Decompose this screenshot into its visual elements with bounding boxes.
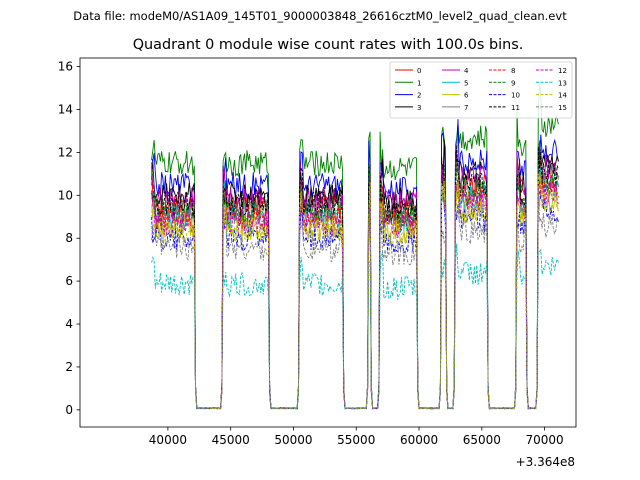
y-tick-label: 16 (58, 60, 73, 74)
x-tick-label: 50000 (274, 433, 312, 447)
y-tick-label: 4 (65, 317, 73, 331)
legend-label-5: 5 (464, 79, 468, 87)
legend-label-1: 1 (417, 79, 421, 87)
series-line-15 (151, 188, 559, 410)
legend-label-9: 9 (511, 79, 515, 87)
legend-label-2: 2 (417, 92, 421, 100)
y-tick-label: 0 (65, 403, 73, 417)
series-line-14 (151, 173, 559, 410)
legend-label-12: 12 (558, 67, 567, 75)
series-line-11 (151, 144, 559, 410)
legend-label-0: 0 (417, 67, 421, 75)
legend-label-15: 15 (558, 104, 567, 112)
legend-label-7: 7 (464, 104, 468, 112)
y-tick-label: 8 (65, 231, 73, 245)
legend-label-10: 10 (511, 92, 520, 100)
y-tick-label: 6 (65, 274, 73, 288)
x-tick-label: 45000 (212, 433, 250, 447)
series-layer (151, 84, 559, 410)
legend-box (389, 61, 573, 119)
legend-label-3: 3 (417, 104, 421, 112)
data-file-suptitle: Data file: modeM0/AS1A09_145T01_90000038… (73, 9, 567, 23)
x-tick-label: 65000 (463, 433, 501, 447)
chart-title: Quadrant 0 module wise count rates with … (133, 37, 524, 53)
x-axis: 40000 45000 50000 55000 60000 65000 70000 (149, 427, 564, 447)
axes-frame (79, 57, 577, 428)
y-axis: 0 2 4 6 8 10 12 14 16 (58, 60, 80, 417)
y-tick-label: 14 (58, 102, 73, 116)
x-offset-label: +3.364e8 (516, 455, 575, 469)
x-tick-label: 60000 (400, 433, 438, 447)
y-tick-label: 2 (65, 360, 73, 374)
x-tick-label: 55000 (337, 433, 375, 447)
legend-label-11: 11 (511, 104, 520, 112)
legend-label-13: 13 (558, 79, 567, 87)
x-tick-label: 40000 (149, 433, 187, 447)
x-tick-label: 70000 (526, 433, 564, 447)
legend-label-8: 8 (511, 67, 515, 75)
legend-label-6: 6 (464, 92, 469, 100)
legend-label-4: 4 (464, 67, 469, 75)
y-tick-label: 12 (58, 145, 73, 159)
legend-label-14: 14 (558, 92, 567, 100)
y-tick-label: 10 (58, 188, 73, 202)
